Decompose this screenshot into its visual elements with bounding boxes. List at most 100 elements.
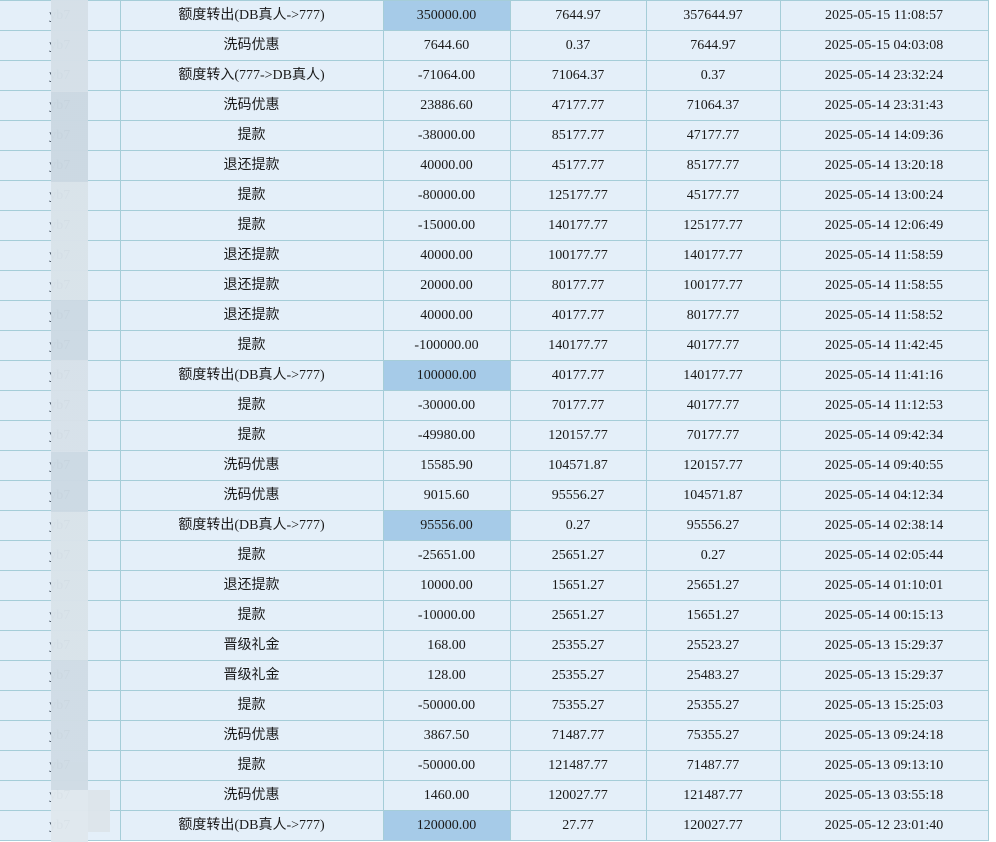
cell-time: 2025-05-13 15:29:37 xyxy=(780,630,989,661)
table-row[interactable]: yb7 洗码优惠 1460.00 120027.77 121487.77 2025-05-… xyxy=(0,780,989,811)
cell-account: yb7 xyxy=(0,570,121,601)
cell-account: yb7 xyxy=(0,480,121,511)
cell-balance-before: 40177.77 xyxy=(510,300,647,331)
cell-account: yb7 xyxy=(0,30,121,61)
cell-account: yb7 xyxy=(0,690,121,721)
cell-amount: -15000.00 xyxy=(383,210,511,241)
cell-amount: -50000.00 xyxy=(383,750,511,781)
table-row[interactable]: yb7 额度转入(777->DB真人) -71064.00 71064.37 0.37 2… xyxy=(0,60,989,91)
cell-time: 2025-05-14 12:06:49 xyxy=(780,210,989,241)
cell-account: yb7 xyxy=(0,120,121,151)
cell-account: yb7 xyxy=(0,240,121,271)
cell-balance-before: 25355.27 xyxy=(510,630,647,661)
cell-time: 2025-05-14 09:40:55 xyxy=(780,450,989,481)
cell-type: 提款 xyxy=(120,690,384,721)
cell-amount: 40000.00 xyxy=(383,150,511,181)
cell-amount: -80000.00 xyxy=(383,180,511,211)
cell-amount: 168.00 xyxy=(383,630,511,661)
cell-balance-before: 71064.37 xyxy=(510,60,647,91)
cell-type: 晋级礼金 xyxy=(120,660,384,691)
cell-amount: 120000.00 xyxy=(383,810,511,841)
cell-amount: 23886.60 xyxy=(383,90,511,121)
table-row[interactable]: yb7 洗码优惠 15585.90 104571.87 120157.77 2025-05… xyxy=(0,450,989,481)
table-row[interactable]: yb7 洗码优惠 23886.60 47177.77 71064.37 2025-05-1… xyxy=(0,90,989,121)
cell-balance-after: 80177.77 xyxy=(646,300,781,331)
table-row[interactable]: yb7 提款 -50000.00 75355.27 25355.27 2025-05-13… xyxy=(0,690,989,721)
cell-account: yb7 xyxy=(0,540,121,571)
cell-amount: -38000.00 xyxy=(383,120,511,151)
cell-account: yb7 xyxy=(0,660,121,691)
cell-type: 提款 xyxy=(120,420,384,451)
table-row[interactable]: yb7 退还提款 40000.00 100177.77 140177.77 2025-05… xyxy=(0,240,989,271)
cell-account: yb7 xyxy=(0,780,121,811)
cell-balance-after: 70177.77 xyxy=(646,420,781,451)
cell-time: 2025-05-13 15:29:37 xyxy=(780,660,989,691)
cell-balance-after: 120157.77 xyxy=(646,450,781,481)
cell-balance-after: 125177.77 xyxy=(646,210,781,241)
cell-balance-before: 100177.77 xyxy=(510,240,647,271)
cell-type: 退还提款 xyxy=(120,240,384,271)
table-row[interactable]: yb7 额度转出(DB真人->777) 350000.00 7644.97 357644… xyxy=(0,0,989,31)
cell-time: 2025-05-13 09:24:18 xyxy=(780,720,989,751)
table-row[interactable]: yb7 提款 -50000.00 121487.77 71487.77 2025-05-1… xyxy=(0,750,989,781)
cell-balance-after: 15651.27 xyxy=(646,600,781,631)
table-row[interactable]: yb7 洗码优惠 7644.60 0.37 7644.97 2025-05-15 04:0… xyxy=(0,30,989,61)
cell-account: yb7 xyxy=(0,90,121,121)
cell-balance-after: 95556.27 xyxy=(646,510,781,541)
cell-type: 额度转出(DB真人->777) xyxy=(120,360,384,391)
table-row[interactable]: yb7 退还提款 10000.00 15651.27 25651.27 2025-05-1… xyxy=(0,570,989,601)
cell-balance-after: 71487.77 xyxy=(646,750,781,781)
table-row[interactable]: yb7 退还提款 40000.00 40177.77 80177.77 2025-05-1… xyxy=(0,300,989,331)
table-row[interactable]: yb7 退还提款 40000.00 45177.77 85177.77 2025-05-1… xyxy=(0,150,989,181)
cell-time: 2025-05-15 04:03:08 xyxy=(780,30,989,61)
table-row[interactable]: yb7 提款 -30000.00 70177.77 40177.77 2025-05-14… xyxy=(0,390,989,421)
cell-account: yb7 xyxy=(0,750,121,781)
cell-balance-before: 140177.77 xyxy=(510,330,647,361)
cell-time: 2025-05-15 11:08:57 xyxy=(780,0,989,31)
table-row[interactable]: yb7 额度转出(DB真人->777) 95556.00 0.27 95556.27 20… xyxy=(0,510,989,541)
cell-balance-before: 0.37 xyxy=(510,30,647,61)
cell-type: 提款 xyxy=(120,330,384,361)
cell-time: 2025-05-12 23:01:40 xyxy=(780,810,989,841)
table-row[interactable]: yb7 提款 -80000.00 125177.77 45177.77 2025-05-1… xyxy=(0,180,989,211)
cell-amount: 1460.00 xyxy=(383,780,511,811)
cell-balance-before: 40177.77 xyxy=(510,360,647,391)
cell-balance-after: 0.27 xyxy=(646,540,781,571)
cell-account: yb7 xyxy=(0,360,121,391)
cell-amount: 20000.00 xyxy=(383,270,511,301)
cell-account: yb7 xyxy=(0,150,121,181)
cell-balance-before: 140177.77 xyxy=(510,210,647,241)
cell-type: 退还提款 xyxy=(120,300,384,331)
cell-time: 2025-05-13 15:25:03 xyxy=(780,690,989,721)
table-row[interactable]: yb7 洗码优惠 9015.60 95556.27 104571.87 2025-05-1… xyxy=(0,480,989,511)
table-row[interactable]: yb7 退还提款 20000.00 80177.77 100177.77 2025-05-… xyxy=(0,270,989,301)
cell-balance-before: 125177.77 xyxy=(510,180,647,211)
cell-balance-after: 140177.77 xyxy=(646,360,781,391)
table-row[interactable]: yb7 晋级礼金 168.00 25355.27 25523.27 2025-05-13 … xyxy=(0,630,989,661)
cell-time: 2025-05-14 01:10:01 xyxy=(780,570,989,601)
table-row[interactable]: yb7 洗码优惠 3867.50 71487.77 75355.27 2025-05-13… xyxy=(0,720,989,751)
cell-balance-after: 40177.77 xyxy=(646,330,781,361)
table-row[interactable]: yb7 提款 -49980.00 120157.77 70177.77 2025-05-1… xyxy=(0,420,989,451)
cell-balance-before: 75355.27 xyxy=(510,690,647,721)
table-row[interactable]: yb7 额度转出(DB真人->777) 100000.00 40177.77 14017… xyxy=(0,360,989,391)
table-row[interactable]: yb7 晋级礼金 128.00 25355.27 25483.27 2025-05-13 … xyxy=(0,660,989,691)
table-row[interactable]: yb7 额度转出(DB真人->777) 120000.00 27.77 120027.7… xyxy=(0,810,989,841)
cell-time: 2025-05-13 09:13:10 xyxy=(780,750,989,781)
table-row[interactable]: yb7 提款 -25651.00 25651.27 0.27 2025-05-14 02:… xyxy=(0,540,989,571)
cell-type: 洗码优惠 xyxy=(120,90,384,121)
cell-balance-before: 27.77 xyxy=(510,810,647,841)
table-row[interactable]: yb7 提款 -100000.00 140177.77 40177.77 2025-05-… xyxy=(0,330,989,361)
table-row[interactable]: yb7 提款 -38000.00 85177.77 47177.77 2025-05-14… xyxy=(0,120,989,151)
cell-type: 退还提款 xyxy=(120,150,384,181)
cell-account: yb7 xyxy=(0,390,121,421)
cell-balance-before: 70177.77 xyxy=(510,390,647,421)
cell-account: yb7 xyxy=(0,210,121,241)
table-row[interactable]: yb7 提款 -15000.00 140177.77 125177.77 2025-05-… xyxy=(0,210,989,241)
cell-account: yb7 xyxy=(0,270,121,301)
table-row[interactable]: yb7 提款 -10000.00 25651.27 15651.27 2025-05-14… xyxy=(0,600,989,631)
cell-type: 退还提款 xyxy=(120,270,384,301)
cell-type: 额度转出(DB真人->777) xyxy=(120,0,384,31)
cell-type: 晋级礼金 xyxy=(120,630,384,661)
